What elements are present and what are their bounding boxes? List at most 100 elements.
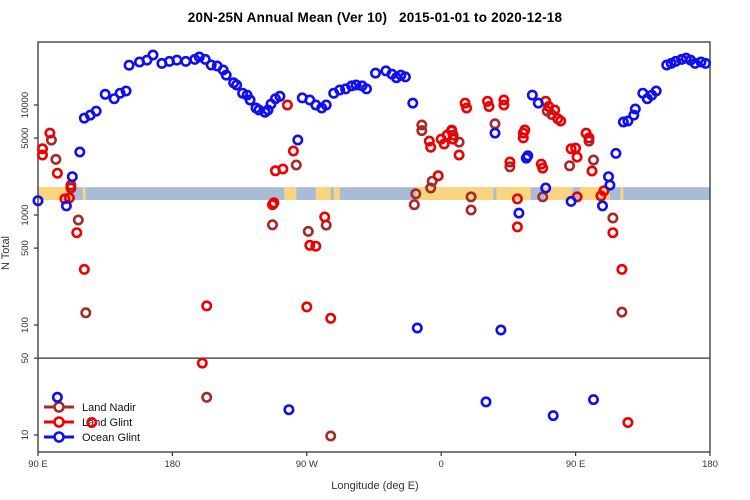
data-point-land-glint	[519, 124, 531, 136]
data-point-land-glint	[301, 301, 313, 313]
data-point-ocean-glint	[670, 55, 682, 67]
data-point-land-glint	[51, 167, 63, 179]
data-point-ocean-glint	[628, 109, 640, 121]
data-point-land-glint	[616, 263, 628, 275]
data-point-land-glint	[438, 138, 450, 150]
data-point-land-nadir	[410, 188, 422, 200]
data-point-land-glint	[432, 170, 444, 182]
data-point-land-glint	[537, 162, 549, 174]
data-point-ocean-glint	[602, 171, 614, 183]
data-point-ocean-glint	[513, 207, 525, 219]
x-tick-label: 0	[439, 459, 444, 470]
data-point-ocean-glint	[480, 396, 492, 408]
data-point-land-nadir	[537, 191, 549, 203]
data-point-ocean-glint	[495, 324, 507, 336]
map-strip-land	[580, 187, 610, 200]
data-point-land-glint	[86, 416, 98, 428]
data-point-ocean-glint	[274, 90, 286, 102]
map-strip-land	[544, 187, 573, 200]
data-point-land-glint	[453, 149, 465, 161]
map-strip-land	[82, 187, 86, 200]
x-tick-label: 90 E	[566, 459, 586, 470]
data-point-land-glint	[555, 115, 567, 127]
data-point-land-nadir	[290, 159, 302, 171]
data-point-land-glint	[325, 312, 337, 324]
data-point-ocean-glint	[346, 80, 358, 92]
y-tick-label: 10	[20, 430, 31, 441]
data-point-land-glint	[622, 416, 634, 428]
data-point-land-glint	[36, 149, 48, 161]
data-point-land-glint	[304, 239, 316, 251]
y-tick-label: 100	[20, 317, 31, 333]
data-point-ocean-glint	[180, 55, 192, 67]
x-tick-label: 180	[702, 459, 718, 470]
x-tick-label: 90 W	[296, 459, 318, 470]
data-point-land-nadir	[564, 160, 576, 172]
data-point-ocean-glint	[114, 87, 126, 99]
data-point-land-nadir	[616, 306, 628, 318]
legend-marker-circle	[53, 416, 65, 428]
data-point-ocean-glint	[699, 57, 711, 69]
data-point-land-nadir	[587, 154, 599, 166]
data-point-land-glint	[281, 99, 293, 111]
data-point-ocean-glint	[99, 88, 111, 100]
data-point-ocean-glint	[283, 404, 295, 416]
data-point-ocean-glint	[540, 182, 552, 194]
data-point-land-glint	[65, 182, 77, 194]
data-point-land-glint	[196, 357, 208, 369]
data-point-ocean-glint	[32, 195, 44, 207]
data-point-land-glint	[511, 193, 523, 205]
y-tick-label: 10000	[20, 92, 31, 118]
data-point-land-glint	[565, 143, 577, 155]
data-point-land-nadir	[426, 175, 438, 187]
map-strip-land	[333, 187, 340, 200]
data-point-land-glint	[504, 156, 516, 168]
y-tick-label: 50	[20, 353, 31, 364]
data-point-land-nadir	[325, 430, 337, 442]
data-point-land-nadir	[465, 204, 477, 216]
data-point-land-glint	[498, 99, 510, 111]
data-point-ocean-glint	[587, 394, 599, 406]
data-point-land-nadir	[425, 182, 437, 194]
data-point-land-nadir	[489, 118, 501, 130]
data-point-land-nadir	[80, 307, 92, 319]
data-point-land-nadir	[607, 212, 619, 224]
data-point-land-glint	[459, 97, 471, 109]
data-point-land-nadir	[50, 153, 62, 165]
y-tick-label: 1000	[20, 204, 31, 225]
data-point-land-glint	[511, 221, 523, 233]
data-point-land-nadir	[416, 125, 428, 137]
data-point-land-nadir	[504, 161, 516, 173]
data-point-ocean-glint	[689, 57, 701, 69]
data-point-ocean-glint	[617, 116, 629, 128]
map-strip-land	[38, 187, 73, 200]
data-point-ocean-glint	[565, 195, 577, 207]
data-point-ocean-glint	[526, 89, 538, 101]
data-point-land-glint	[71, 227, 83, 239]
data-point-land-glint	[201, 300, 213, 312]
data-point-ocean-glint	[231, 79, 243, 91]
data-point-ocean-glint	[604, 179, 616, 191]
data-point-ocean-glint	[66, 171, 78, 183]
data-point-ocean-glint	[547, 410, 559, 422]
data-point-ocean-glint	[199, 53, 211, 65]
data-point-land-glint	[586, 165, 598, 177]
data-point-land-glint	[483, 101, 495, 113]
data-point-land-glint	[268, 197, 280, 209]
data-point-ocean-glint	[360, 83, 372, 95]
data-point-ocean-glint	[320, 99, 332, 111]
data-point-land-glint	[78, 263, 90, 275]
data-point-land-glint	[310, 240, 322, 252]
data-point-ocean-glint	[650, 85, 662, 97]
data-point-ocean-glint	[522, 150, 534, 162]
data-point-land-glint	[607, 227, 619, 239]
data-point-ocean-glint	[610, 147, 622, 159]
data-point-land-glint	[481, 95, 493, 107]
data-point-land-glint	[319, 211, 331, 223]
data-point-ocean-glint	[399, 71, 411, 83]
data-point-land-glint	[36, 143, 48, 155]
data-point-land-glint	[44, 127, 56, 139]
data-point-land-nadir	[302, 225, 314, 237]
legend-marker-circle	[53, 401, 65, 413]
